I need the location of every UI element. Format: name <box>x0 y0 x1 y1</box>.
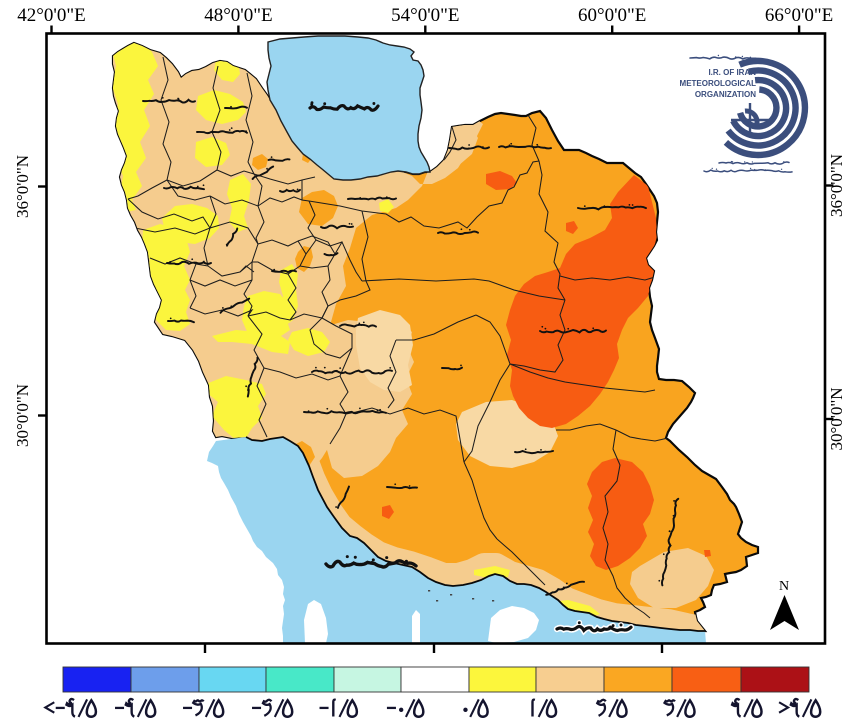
svg-text:I.R. OF IRAN: I.R. OF IRAN <box>708 68 756 77</box>
svg-text:42°0'0"E: 42°0'0"E <box>17 5 85 26</box>
svg-text:N: N <box>779 579 789 594</box>
svg-text:ORGANIZATION: ORGANIZATION <box>695 90 756 99</box>
svg-text:54°0'0"E: 54°0'0"E <box>391 5 459 26</box>
svg-text:60°0'0"E: 60°0'0"E <box>578 5 646 26</box>
svg-text:30°0'0"N: 30°0'0"N <box>827 387 846 450</box>
svg-text:METEOROLOGICAL: METEOROLOGICAL <box>680 79 757 88</box>
svg-text:36°0'0"N: 36°0'0"N <box>13 155 32 218</box>
svg-text:36°0'0"N: 36°0'0"N <box>827 154 846 217</box>
svg-text:30°0'0"N: 30°0'0"N <box>13 384 32 447</box>
svg-text:48°0'0"E: 48°0'0"E <box>204 5 272 26</box>
svg-text:66°0'0"E: 66°0'0"E <box>765 5 833 26</box>
